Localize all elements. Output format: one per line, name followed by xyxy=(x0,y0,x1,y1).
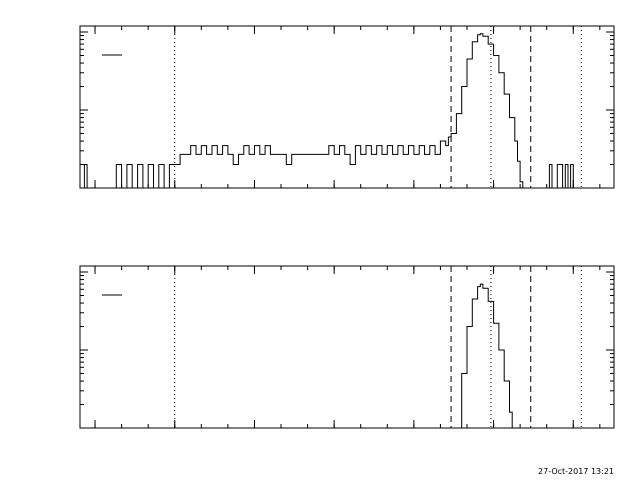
series-line xyxy=(456,283,513,429)
footer-timestamp: 27-Oct-2017 13:21 xyxy=(538,467,614,476)
lo-channel-panel xyxy=(79,25,615,189)
plot-frame xyxy=(79,25,615,189)
hi-channel-panel xyxy=(79,265,615,429)
plot-frame xyxy=(79,265,615,429)
series-line xyxy=(81,33,574,189)
